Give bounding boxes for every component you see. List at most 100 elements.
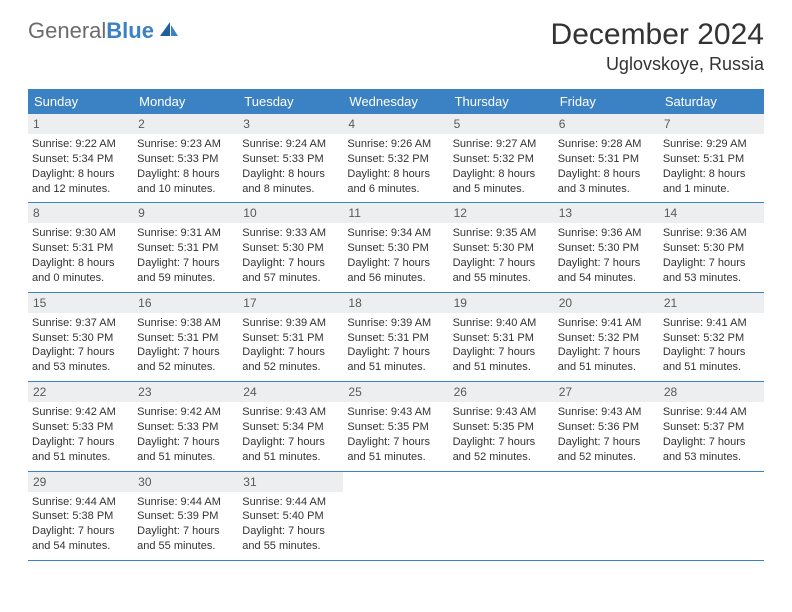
sunrise-text: Sunrise: 9:44 AM (137, 495, 234, 510)
day-cell: 3Sunrise: 9:24 AMSunset: 5:33 PMDaylight… (238, 114, 343, 202)
daylight-text-2: and 54 minutes. (32, 539, 129, 554)
daylight-text-2: and 53 minutes. (32, 360, 129, 375)
daylight-text-2: and 51 minutes. (558, 360, 655, 375)
daylight-text-1: Daylight: 8 hours (453, 167, 550, 182)
daylight-text-1: Daylight: 8 hours (137, 167, 234, 182)
daylight-text-1: Daylight: 7 hours (663, 435, 760, 450)
daylight-text-1: Daylight: 8 hours (32, 256, 129, 271)
daylight-text-2: and 1 minute. (663, 182, 760, 197)
daylight-text-2: and 55 minutes. (453, 271, 550, 286)
day-cell: 22Sunrise: 9:42 AMSunset: 5:33 PMDayligh… (28, 382, 133, 470)
daylight-text-2: and 5 minutes. (453, 182, 550, 197)
daylight-text-1: Daylight: 7 hours (137, 345, 234, 360)
sunrise-text: Sunrise: 9:23 AM (137, 137, 234, 152)
daylight-text-2: and 51 minutes. (347, 360, 444, 375)
day-number: 28 (659, 382, 764, 402)
day-number: 20 (554, 293, 659, 313)
day-cell (343, 472, 448, 560)
day-number: 12 (449, 203, 554, 223)
title-block: December 2024 Uglovskoye, Russia (551, 18, 764, 75)
sunrise-text: Sunrise: 9:39 AM (347, 316, 444, 331)
daylight-text-2: and 57 minutes. (242, 271, 339, 286)
daylight-text-2: and 52 minutes. (242, 360, 339, 375)
sunrise-text: Sunrise: 9:44 AM (663, 405, 760, 420)
daylight-text-1: Daylight: 7 hours (558, 435, 655, 450)
day-number: 30 (133, 472, 238, 492)
daylight-text-2: and 12 minutes. (32, 182, 129, 197)
daylight-text-1: Daylight: 7 hours (347, 435, 444, 450)
daylight-text-1: Daylight: 8 hours (347, 167, 444, 182)
sunset-text: Sunset: 5:35 PM (453, 420, 550, 435)
day-number: 5 (449, 114, 554, 134)
daylight-text-1: Daylight: 7 hours (453, 435, 550, 450)
day-cell: 8Sunrise: 9:30 AMSunset: 5:31 PMDaylight… (28, 203, 133, 291)
location: Uglovskoye, Russia (551, 54, 764, 75)
day-number: 10 (238, 203, 343, 223)
day-number: 29 (28, 472, 133, 492)
sunset-text: Sunset: 5:31 PM (137, 331, 234, 346)
day-cell: 1Sunrise: 9:22 AMSunset: 5:34 PMDaylight… (28, 114, 133, 202)
sunset-text: Sunset: 5:31 PM (558, 152, 655, 167)
sunrise-text: Sunrise: 9:35 AM (453, 226, 550, 241)
weekday-label: Friday (554, 89, 659, 114)
week-row: 15Sunrise: 9:37 AMSunset: 5:30 PMDayligh… (28, 293, 764, 382)
sunset-text: Sunset: 5:30 PM (558, 241, 655, 256)
day-number: 7 (659, 114, 764, 134)
week-row: 1Sunrise: 9:22 AMSunset: 5:34 PMDaylight… (28, 114, 764, 203)
daylight-text-2: and 59 minutes. (137, 271, 234, 286)
sunrise-text: Sunrise: 9:27 AM (453, 137, 550, 152)
daylight-text-2: and 53 minutes. (663, 271, 760, 286)
daylight-text-2: and 54 minutes. (558, 271, 655, 286)
day-cell: 2Sunrise: 9:23 AMSunset: 5:33 PMDaylight… (133, 114, 238, 202)
daylight-text-1: Daylight: 8 hours (32, 167, 129, 182)
month-title: December 2024 (551, 18, 764, 52)
day-cell: 12Sunrise: 9:35 AMSunset: 5:30 PMDayligh… (449, 203, 554, 291)
day-cell: 5 Sunrise: 9:27 AMSunset: 5:32 PMDaylight… (449, 114, 554, 202)
sunrise-text: Sunrise: 9:37 AM (32, 316, 129, 331)
sunset-text: Sunset: 5:32 PM (347, 152, 444, 167)
day-cell: 6Sunrise: 9:28 AMSunset: 5:31 PMDaylight… (554, 114, 659, 202)
day-number: 1 (28, 114, 133, 134)
day-cell: 18Sunrise: 9:39 AMSunset: 5:31 PMDayligh… (343, 293, 448, 381)
calendar: Sunday Monday Tuesday Wednesday Thursday… (28, 89, 764, 561)
daylight-text-1: Daylight: 7 hours (137, 256, 234, 271)
day-cell: 24Sunrise: 9:43 AMSunset: 5:34 PMDayligh… (238, 382, 343, 470)
day-number: 17 (238, 293, 343, 313)
daylight-text-2: and 10 minutes. (137, 182, 234, 197)
sunset-text: Sunset: 5:38 PM (32, 509, 129, 524)
sunset-text: Sunset: 5:30 PM (347, 241, 444, 256)
day-cell: 9Sunrise: 9:31 AMSunset: 5:31 PMDaylight… (133, 203, 238, 291)
daylight-text-2: and 52 minutes. (558, 450, 655, 465)
day-number: 11 (343, 203, 448, 223)
sunrise-text: Sunrise: 9:43 AM (242, 405, 339, 420)
weekday-label: Monday (133, 89, 238, 114)
sunrise-text: Sunrise: 9:36 AM (558, 226, 655, 241)
logo-text-general: General (28, 18, 106, 43)
weekday-label: Saturday (659, 89, 764, 114)
sunset-text: Sunset: 5:31 PM (347, 331, 444, 346)
sunset-text: Sunset: 5:32 PM (453, 152, 550, 167)
sunrise-text: Sunrise: 9:24 AM (242, 137, 339, 152)
sunrise-text: Sunrise: 9:39 AM (242, 316, 339, 331)
day-cell: 28Sunrise: 9:44 AMSunset: 5:37 PMDayligh… (659, 382, 764, 470)
day-cell: 14Sunrise: 9:36 AMSunset: 5:30 PMDayligh… (659, 203, 764, 291)
sunrise-text: Sunrise: 9:26 AM (347, 137, 444, 152)
daylight-text-2: and 51 minutes. (453, 360, 550, 375)
daylight-text-1: Daylight: 7 hours (137, 435, 234, 450)
sunrise-text: Sunrise: 9:29 AM (663, 137, 760, 152)
daylight-text-2: and 51 minutes. (663, 360, 760, 375)
weekday-label: Thursday (449, 89, 554, 114)
day-cell (659, 472, 764, 560)
day-cell: 13Sunrise: 9:36 AMSunset: 5:30 PMDayligh… (554, 203, 659, 291)
daylight-text-1: Daylight: 7 hours (137, 524, 234, 539)
daylight-text-1: Daylight: 7 hours (663, 345, 760, 360)
sunset-text: Sunset: 5:35 PM (347, 420, 444, 435)
week-row: 8Sunrise: 9:30 AMSunset: 5:31 PMDaylight… (28, 203, 764, 292)
day-number: 21 (659, 293, 764, 313)
day-number: 22 (28, 382, 133, 402)
sunset-text: Sunset: 5:30 PM (242, 241, 339, 256)
day-cell: 29Sunrise: 9:44 AMSunset: 5:38 PMDayligh… (28, 472, 133, 560)
day-cell: 20Sunrise: 9:41 AMSunset: 5:32 PMDayligh… (554, 293, 659, 381)
sunrise-text: Sunrise: 9:41 AM (558, 316, 655, 331)
day-number: 18 (343, 293, 448, 313)
